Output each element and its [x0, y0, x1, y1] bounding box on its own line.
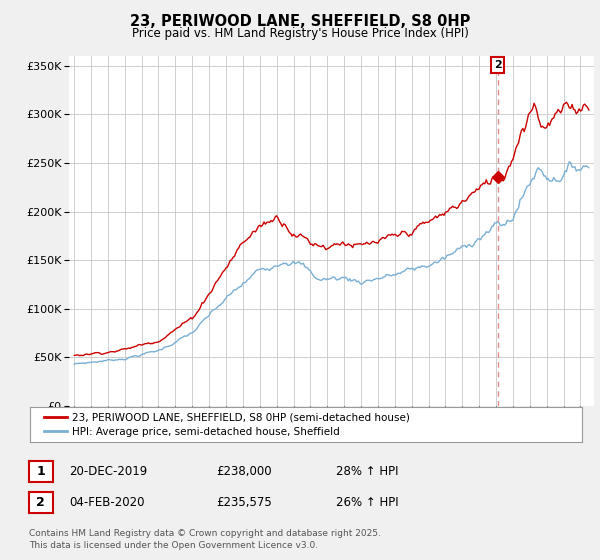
Text: 23, PERIWOOD LANE, SHEFFIELD, S8 0HP: 23, PERIWOOD LANE, SHEFFIELD, S8 0HP: [130, 14, 470, 29]
Text: 2: 2: [37, 496, 45, 509]
Legend: 23, PERIWOOD LANE, SHEFFIELD, S8 0HP (semi-detached house), HPI: Average price, : 23, PERIWOOD LANE, SHEFFIELD, S8 0HP (se…: [41, 409, 413, 440]
Text: 28% ↑ HPI: 28% ↑ HPI: [336, 465, 398, 478]
Text: 2: 2: [494, 60, 502, 70]
Text: 1: 1: [37, 465, 45, 478]
Text: £238,000: £238,000: [216, 465, 272, 478]
Text: 04-FEB-2020: 04-FEB-2020: [69, 496, 145, 509]
Text: 26% ↑ HPI: 26% ↑ HPI: [336, 496, 398, 509]
Text: Contains HM Land Registry data © Crown copyright and database right 2025.
This d: Contains HM Land Registry data © Crown c…: [29, 529, 380, 550]
Text: Price paid vs. HM Land Registry's House Price Index (HPI): Price paid vs. HM Land Registry's House …: [131, 27, 469, 40]
Text: £235,575: £235,575: [216, 496, 272, 509]
Text: 20-DEC-2019: 20-DEC-2019: [69, 465, 147, 478]
